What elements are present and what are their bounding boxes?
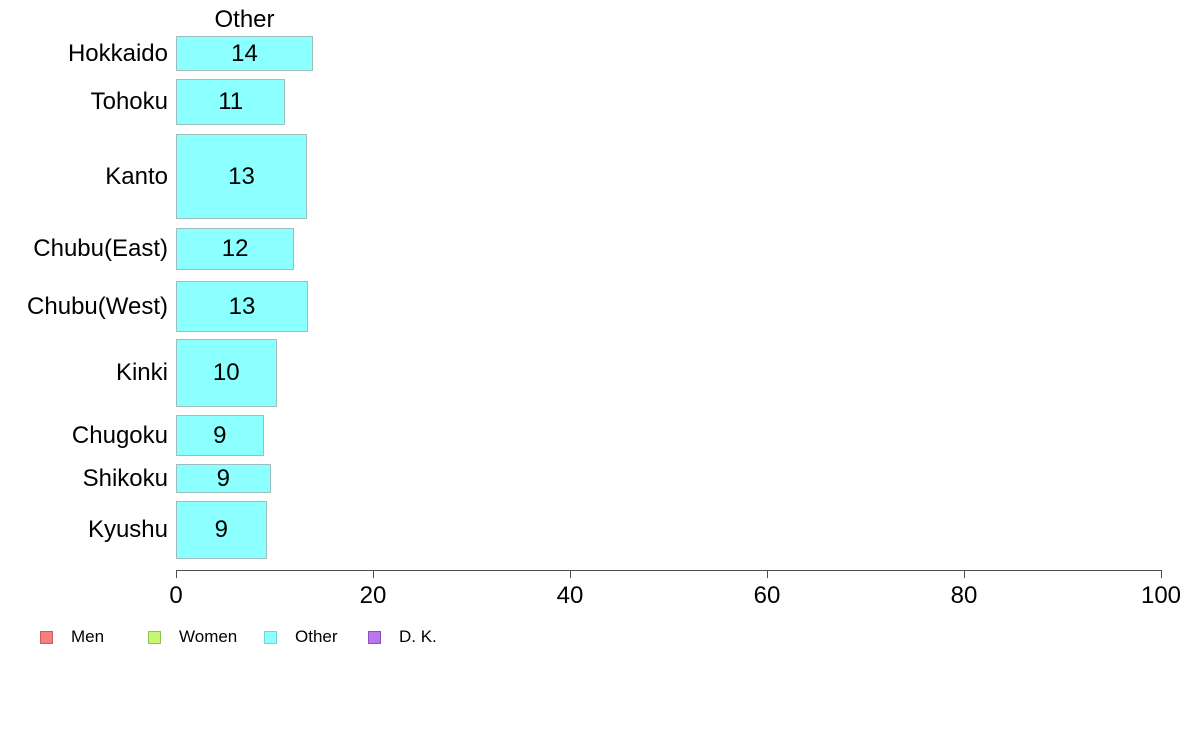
bar-value-label: 9	[213, 421, 227, 449]
bar: 9	[176, 415, 264, 456]
category-label: Kanto	[105, 162, 168, 190]
x-tick	[570, 570, 571, 578]
bar: 10	[176, 339, 277, 407]
legend-label: Men	[71, 627, 105, 646]
x-tick	[1161, 570, 1162, 578]
category-label: Hokkaido	[67, 39, 168, 67]
x-tick-label: 60	[753, 582, 781, 609]
legend-item: Other	[264, 627, 338, 647]
bar: 14	[176, 36, 313, 71]
category-label: Chubu(West)	[27, 292, 168, 320]
category-label: Kinki	[115, 359, 168, 386]
legend-swatch-other	[264, 630, 277, 644]
x-tick-label: 0	[169, 582, 183, 609]
legend-item: Women	[148, 627, 237, 647]
x-tick-label: 80	[950, 582, 978, 609]
x-tick	[373, 570, 374, 578]
bar: 13	[176, 134, 307, 219]
bar-value-label: 14	[231, 39, 258, 67]
legend-label: D. K.	[399, 627, 437, 646]
bar-value-label: 11	[218, 88, 244, 115]
x-tick	[964, 570, 965, 578]
legend-item: D. K.	[368, 627, 437, 647]
category-label: Kyushu	[87, 516, 168, 543]
bar: 13	[176, 281, 308, 332]
bar: 11	[176, 79, 286, 125]
bar-value-label: 9	[216, 464, 230, 492]
legend-swatch-men	[40, 630, 53, 644]
legend-label: Women	[179, 627, 238, 646]
legend-swatch-d-k	[368, 630, 381, 644]
bar: 9	[176, 464, 271, 493]
category-label: Chugoku	[71, 421, 168, 449]
legend-item: Men	[40, 627, 104, 647]
category-label: Shikoku	[82, 464, 168, 492]
bar-value-label: 12	[221, 235, 249, 262]
bar: 12	[176, 228, 295, 270]
bar: 9	[176, 501, 267, 559]
legend-label: Other	[295, 627, 338, 646]
category-label: Tohoku	[90, 88, 168, 115]
chart-title: Other	[214, 6, 275, 33]
bar-value-label: 13	[228, 162, 255, 190]
bar-value-label: 13	[228, 292, 256, 320]
category-label: Chubu(East)	[33, 235, 168, 262]
x-tick-label: 40	[556, 582, 584, 609]
bar-value-label: 9	[214, 516, 228, 543]
x-tick	[176, 570, 177, 578]
x-tick-label: 100	[1140, 582, 1182, 609]
x-tick	[767, 570, 768, 578]
bar-value-label: 10	[212, 359, 240, 386]
legend-swatch-women	[148, 630, 161, 644]
x-tick-label: 20	[359, 582, 387, 609]
x-axis-line	[176, 570, 1161, 571]
